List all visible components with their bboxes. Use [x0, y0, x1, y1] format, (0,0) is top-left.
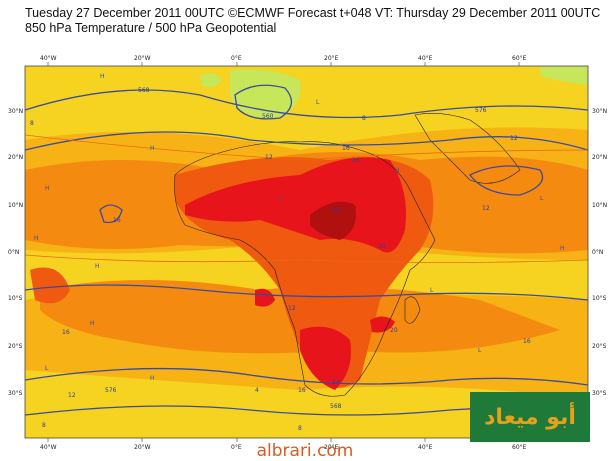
contour-label: 24 [332, 379, 340, 386]
graticule-ticks [47, 62, 520, 442]
pressure-centers: H H H L H L H H L L H H L H L [34, 73, 565, 382]
lat-label: 30°N [8, 108, 23, 115]
lon-label: 40°W [40, 55, 57, 62]
contour-label: 12 [288, 305, 296, 312]
contour-label: 12 [482, 205, 490, 212]
pressure-mark: H [395, 167, 400, 174]
lat-label: 10°S [8, 295, 23, 302]
pressure-mark: H [100, 73, 105, 80]
pressure-mark: L [45, 365, 49, 372]
pressure-mark: H [34, 235, 39, 242]
lat-label: 30°S [592, 390, 607, 397]
contour-label: 568 [138, 87, 150, 94]
lon-label: 20°E [324, 55, 339, 62]
lon-label: 60°E [512, 444, 527, 451]
lat-label: 20°N [8, 154, 23, 161]
lon-label: 20°W [134, 55, 151, 62]
longitude-labels-bottom: 40°W 20°W 0°E 20°E 40°E 60°E [40, 444, 527, 451]
lat-label: 10°N [8, 202, 23, 209]
contour-label: 16 [523, 338, 531, 345]
forecast-title: Tuesday 27 December 2011 00UTC ©ECMWF Fo… [25, 6, 601, 20]
map-frame [24, 65, 589, 439]
longitude-labels-top: 40°W 20°W 0°E 20°E 40°E 60°E [40, 55, 527, 62]
site-watermark: albrari.com [256, 441, 354, 461]
pressure-mark: L [280, 195, 284, 202]
pressure-mark: H [45, 185, 50, 192]
lon-label: 0°E [231, 55, 242, 62]
pressure-mark: H [90, 320, 95, 327]
pressure-mark: L [478, 347, 482, 354]
lat-label: 20°S [8, 343, 23, 350]
contour-label: 20 [378, 243, 386, 250]
contour-label: 8 [362, 115, 366, 122]
contour-label: 16 [342, 145, 350, 152]
lat-label: 20°S [592, 343, 607, 350]
contour-label: 16 [352, 157, 360, 164]
lon-label: 40°E [418, 444, 433, 451]
contour-label: 12 [510, 135, 518, 142]
map-subtitle: 850 hPa Temperature / 500 hPa Geopotenti… [25, 21, 277, 35]
contour-label: 12 [265, 154, 273, 161]
lon-label: 20°E [324, 444, 339, 451]
latitude-labels-left: 30°N 20°N 10°N 0°N 10°S 20°S 30°S [8, 108, 23, 397]
contour-label: 16 [62, 329, 70, 336]
lat-label: 0°N [592, 249, 603, 256]
lat-label: 10°N [592, 202, 607, 209]
pressure-mark: L [316, 99, 320, 106]
contour-label: 8 [30, 120, 34, 127]
contour-label: 12 [68, 392, 76, 399]
lon-label: 40°W [40, 444, 57, 451]
coastlines [174, 113, 521, 397]
contour-label: 16 [298, 387, 306, 394]
lat-label: 30°N [592, 108, 607, 115]
temperature-field [25, 66, 588, 438]
logo-text: أبو ميعاد [484, 404, 576, 430]
lat-label: 10°S [592, 295, 607, 302]
contour-label: 576 [105, 387, 117, 394]
watermark-logo: أبو ميعاد [470, 392, 590, 442]
pressure-mark: H [95, 263, 100, 270]
pressure-mark: H [150, 145, 155, 152]
contour-label: 576 [475, 107, 487, 114]
contour-label: 8 [42, 422, 46, 429]
lon-label: 20°W [134, 444, 151, 451]
temperature-contours [25, 134, 588, 263]
pressure-mark: H [560, 245, 565, 252]
lat-label: 0°N [8, 249, 19, 256]
lon-label: 0°E [231, 444, 242, 451]
contour-label: 568 [330, 403, 342, 410]
contour-label: 560 [262, 113, 274, 120]
contour-value-labels: 568 560 576 12 8 16 12 16 24 16 20 16 20… [30, 87, 531, 432]
pressure-mark: H [150, 375, 155, 382]
lon-label: 60°E [512, 55, 527, 62]
pressure-mark: L [430, 287, 434, 294]
contour-label: 4 [255, 387, 259, 394]
lat-label: 30°S [8, 390, 23, 397]
contour-label: 24 [332, 207, 340, 214]
map-header: Tuesday 27 December 2011 00UTC ©ECMWF Fo… [25, 6, 600, 36]
lat-label: 20°N [592, 154, 607, 161]
lon-label: 40°E [418, 55, 433, 62]
latitude-labels-right: 30°N 20°N 10°N 0°N 10°S 20°S 30°S [592, 108, 607, 397]
contour-label: 20 [390, 327, 398, 334]
contour-label: 8 [298, 425, 302, 432]
pressure-mark: L [540, 195, 544, 202]
contour-label: 16 [113, 217, 121, 224]
